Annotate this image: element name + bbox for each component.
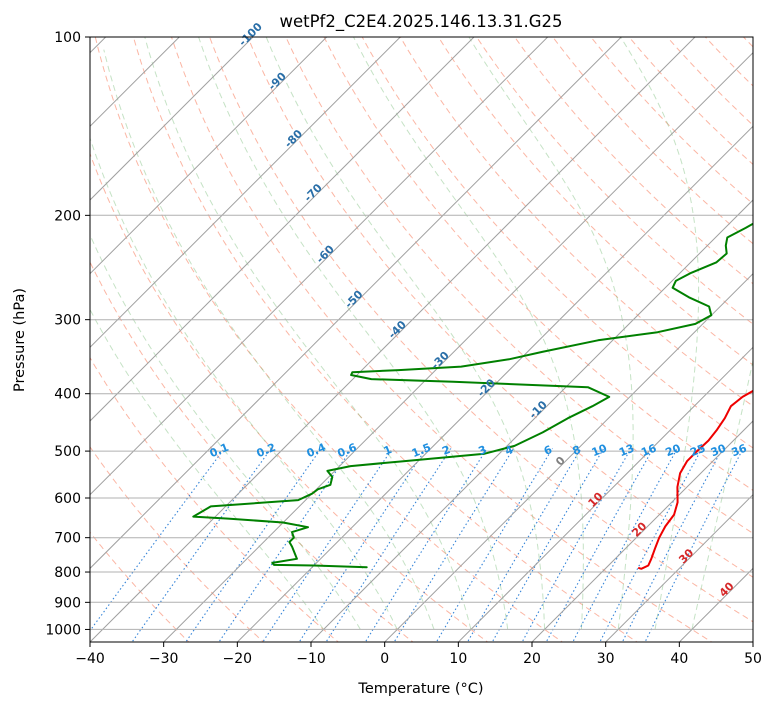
y-tick-label: 300 [54,313,81,329]
dry-adiabat-line [90,152,489,642]
moist-adiabat-line [103,49,435,630]
isotherm-line [383,272,753,642]
mixing-ratio-line [131,448,272,642]
plot-background [90,37,753,642]
dewpoint-profile-line [192,222,753,569]
mixing-ratio-label: 10 [590,441,609,459]
grid-lines [0,10,753,654]
moist-adiabat-line [352,37,584,630]
isotherm-line [310,199,753,642]
y-tick-label: 100 [54,30,81,46]
isotherm-line [90,37,475,422]
dry-adiabat-line [476,37,753,325]
mixing-ratio-label: 30 [709,441,728,459]
plot-frame [89,36,754,643]
x-tick-label: 20 [523,651,541,667]
mixing-ratio-label: 36 [730,441,749,459]
y-tick-label: 400 [54,387,81,403]
mixing-ratio-line [218,448,353,642]
mixing-ratio-line [521,448,632,642]
isotherm-line [162,51,753,642]
mixing-ratio-label: 1 [382,443,394,458]
moist-adiabat-line [90,233,361,630]
mixing-ratio-label: 16 [639,441,658,459]
x-tick-label: −20 [223,651,253,667]
y-axis: 100 200 300 400 500 600 700 800 900 1000 [45,30,90,638]
dry-adiabat-line [514,37,753,285]
moist-adiabat-line [144,37,472,630]
y-tick-label: 800 [54,565,81,581]
temperature-profile-line [638,389,753,570]
dry-adiabat-line [90,260,414,642]
isotherm-line [90,37,696,642]
x-tick-label: 30 [597,651,615,667]
mixing-ratio-line [185,448,322,642]
mixing-ratio-label: 3 [477,443,489,458]
x-tick-label: −10 [296,651,326,667]
mixing-ratio-line [298,448,427,642]
isotherm-line [90,37,328,275]
isotherm-line [90,37,549,496]
x-axis: −40 −30 −20 −10 0 10 20 30 40 50 [75,642,762,667]
x-axis-title: Temperature (°C) [357,681,483,697]
moist-adiabat-line [90,136,398,630]
y-axis-title: Pressure (hPa) [12,288,28,392]
y-tick-label: 700 [54,531,81,547]
moist-adiabat-line [198,37,509,630]
mixing-ratio-label: 2 [440,443,452,458]
mixing-ratio-label: 13 [617,442,636,460]
isotherm-line [604,493,753,642]
moist-adiabat-line [691,358,753,630]
moist-adiabat-line [468,37,634,630]
x-tick-label: 0 [380,651,389,667]
mixing-ratio-line [435,448,553,642]
y-tick-label: 200 [54,208,81,224]
mixing-ratio-line [364,448,488,642]
mixing-ratio-label: 8 [571,443,583,458]
moist-adiabat-line [90,308,324,630]
mixing-ratio-line [262,448,393,642]
y-tick-label: 500 [54,444,81,460]
x-tick-label: 10 [449,651,467,667]
isotherm-line [531,420,753,642]
mixing-ratio-line [621,448,723,642]
x-tick-label: −30 [149,651,179,667]
isotherm-line [0,10,59,654]
isotherm-line [90,37,254,201]
chart-title: wetPf2_C2E4.2025.146.13.31.G25 [279,12,562,32]
isotherm-line [90,37,181,128]
moist-adiabat-line [265,37,546,630]
moist-adiabat-line [620,37,700,630]
isotherm-line [90,37,623,570]
dry-adiabat-line [769,24,775,645]
y-tick-label: 900 [54,595,81,611]
mixing-ratio-label: 25 [688,442,707,460]
mixing-ratio-label: 20 [664,441,683,459]
isotherm-line [90,37,402,349]
mixing-ratio-line [325,448,452,642]
x-tick-label: 40 [670,651,688,667]
mixing-ratio-line [545,448,654,642]
isotherm-line [457,346,753,642]
x-tick-label: 50 [744,651,762,667]
series-lines [192,222,753,570]
y-tick-label: 600 [54,491,81,507]
x-tick-label: −40 [75,651,105,667]
isotherm-line [236,125,753,642]
mixing-ratio-line [393,448,515,642]
mixing-ratio-line [466,448,582,642]
y-tick-label: 1000 [45,622,81,638]
